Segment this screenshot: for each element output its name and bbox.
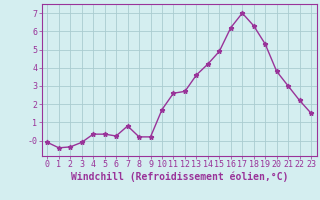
- X-axis label: Windchill (Refroidissement éolien,°C): Windchill (Refroidissement éolien,°C): [70, 172, 288, 182]
